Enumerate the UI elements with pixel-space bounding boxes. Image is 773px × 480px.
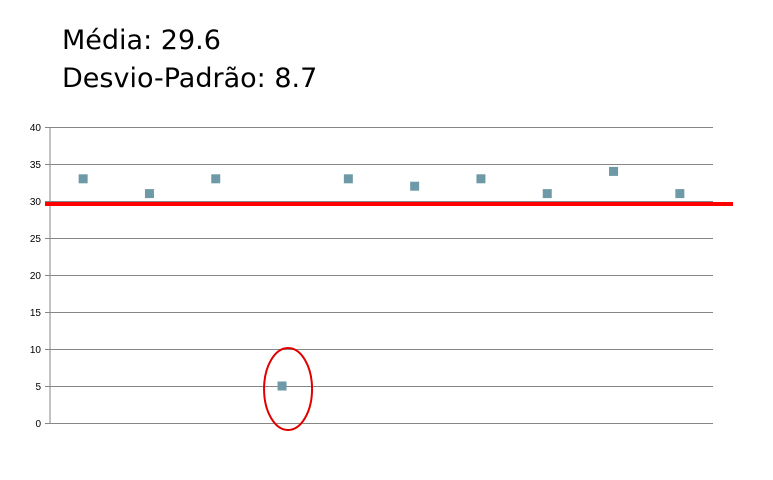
gridlines xyxy=(45,127,713,424)
mean-label: Média: xyxy=(62,25,153,56)
data-point xyxy=(144,189,154,199)
data-point xyxy=(78,174,88,184)
y-axis-ticks: 0 5 10 15 20 25 30 35 40 xyxy=(30,123,42,430)
stats-block: Média: 29.6 Desvio-Padrão: 8.7 xyxy=(62,22,317,98)
std-label: Desvio-Padrão: xyxy=(62,63,266,94)
data-point xyxy=(609,166,619,176)
y-tick-label: 25 xyxy=(30,234,42,245)
std-row: Desvio-Padrão: 8.7 xyxy=(62,60,317,98)
data-point xyxy=(675,189,685,199)
data-point xyxy=(343,174,353,184)
mean-row: Média: 29.6 xyxy=(62,22,317,60)
y-tick-label: 20 xyxy=(30,271,42,282)
y-tick-label: 35 xyxy=(30,160,42,171)
y-tick-label: 5 xyxy=(35,382,41,393)
data-point xyxy=(542,189,552,199)
data-point xyxy=(277,381,287,391)
data-point xyxy=(211,174,221,184)
std-value: 8.7 xyxy=(274,63,318,94)
data-points xyxy=(78,166,685,391)
data-point xyxy=(410,181,420,191)
y-tick-label: 15 xyxy=(30,308,42,319)
y-tick-label: 0 xyxy=(35,419,41,430)
y-tick-label: 40 xyxy=(30,123,42,134)
y-tick-label: 30 xyxy=(30,197,42,208)
outlier-highlight-ellipse xyxy=(263,347,314,431)
data-point xyxy=(476,174,486,184)
y-tick-label: 10 xyxy=(30,345,42,356)
mean-value: 29.6 xyxy=(160,25,221,56)
